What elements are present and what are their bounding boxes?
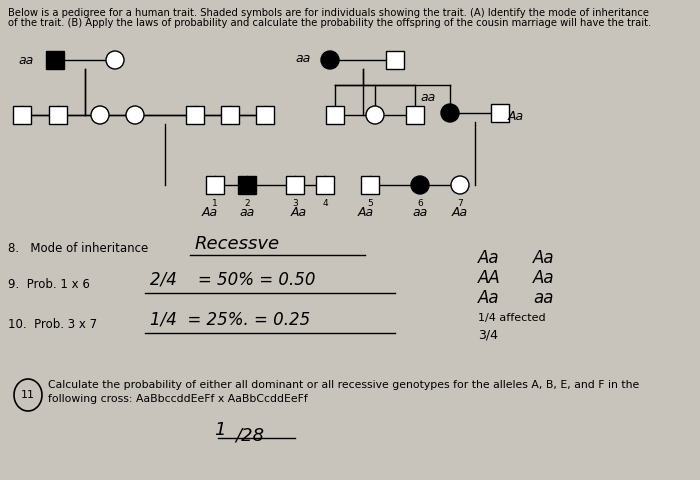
Text: 7: 7 bbox=[457, 199, 463, 208]
Bar bbox=[221, 106, 239, 124]
Bar bbox=[46, 51, 64, 69]
Bar bbox=[13, 106, 31, 124]
Text: Aa: Aa bbox=[478, 289, 500, 307]
Bar bbox=[491, 104, 509, 122]
Circle shape bbox=[451, 176, 469, 194]
Text: aa: aa bbox=[239, 206, 255, 219]
Circle shape bbox=[411, 176, 429, 194]
Bar bbox=[238, 176, 256, 194]
Text: 1/4  = 25%. = 0.25: 1/4 = 25%. = 0.25 bbox=[150, 311, 310, 329]
Text: 1: 1 bbox=[212, 199, 218, 208]
Bar bbox=[256, 106, 274, 124]
Text: 2/4    = 50% = 0.50: 2/4 = 50% = 0.50 bbox=[150, 271, 316, 289]
Text: following cross: AaBbccddEeFf x AaBbCcddEeFf: following cross: AaBbccddEeFf x AaBbCcdd… bbox=[48, 394, 308, 404]
Text: 1: 1 bbox=[214, 421, 225, 439]
Circle shape bbox=[126, 106, 144, 124]
Circle shape bbox=[106, 51, 124, 69]
Bar bbox=[361, 176, 379, 194]
Text: Aa: Aa bbox=[508, 109, 524, 122]
Text: 10.  Prob. 3 x 7: 10. Prob. 3 x 7 bbox=[8, 319, 97, 332]
Text: Calculate the probability of either all dominant or all recessive genotypes for : Calculate the probability of either all … bbox=[48, 380, 639, 390]
Circle shape bbox=[366, 106, 384, 124]
Text: Below is a pedigree for a human trait. Shaded symbols are for individuals showin: Below is a pedigree for a human trait. S… bbox=[8, 8, 649, 18]
Text: Aa: Aa bbox=[478, 249, 500, 267]
Text: 3/4: 3/4 bbox=[478, 328, 498, 341]
Text: 1/4 affected: 1/4 affected bbox=[478, 313, 545, 323]
Text: 8.   Mode of inheritance: 8. Mode of inheritance bbox=[8, 241, 148, 254]
Circle shape bbox=[321, 51, 339, 69]
Text: AA: AA bbox=[478, 269, 500, 287]
Text: Aa: Aa bbox=[452, 206, 468, 219]
Text: aa: aa bbox=[420, 91, 435, 104]
Text: Recessve: Recessve bbox=[195, 235, 280, 253]
Circle shape bbox=[91, 106, 109, 124]
Text: Aa: Aa bbox=[533, 249, 554, 267]
Text: Aa: Aa bbox=[202, 206, 218, 219]
Bar bbox=[206, 176, 224, 194]
Text: 3: 3 bbox=[292, 199, 298, 208]
Text: Aa: Aa bbox=[358, 206, 374, 219]
Text: /28: /28 bbox=[235, 426, 264, 444]
Text: aa: aa bbox=[412, 206, 428, 219]
Text: of the trait. (B) Apply the laws of probability and calculate the probability th: of the trait. (B) Apply the laws of prob… bbox=[8, 18, 651, 28]
Text: Aa: Aa bbox=[533, 269, 554, 287]
Circle shape bbox=[441, 104, 459, 122]
Text: aa: aa bbox=[295, 52, 310, 65]
Text: 6: 6 bbox=[417, 199, 423, 208]
Text: 2: 2 bbox=[244, 199, 250, 208]
Text: 9.  Prob. 1 x 6: 9. Prob. 1 x 6 bbox=[8, 278, 90, 291]
Text: 4: 4 bbox=[322, 199, 328, 208]
Bar bbox=[286, 176, 304, 194]
Text: aa: aa bbox=[18, 54, 34, 67]
Bar bbox=[386, 51, 404, 69]
Text: Aa: Aa bbox=[291, 206, 307, 219]
Bar bbox=[316, 176, 334, 194]
Bar bbox=[326, 106, 344, 124]
Text: 5: 5 bbox=[367, 199, 373, 208]
Bar bbox=[186, 106, 204, 124]
Text: 11: 11 bbox=[21, 390, 35, 400]
Bar bbox=[49, 106, 67, 124]
Text: aa: aa bbox=[533, 289, 554, 307]
Bar bbox=[406, 106, 424, 124]
